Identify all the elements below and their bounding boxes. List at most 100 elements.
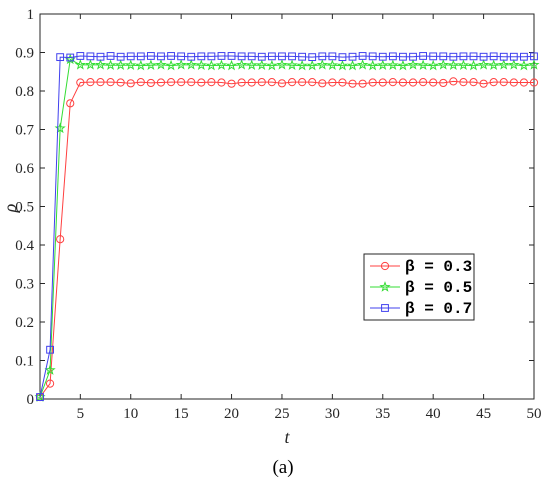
circle-marker	[166, 78, 176, 87]
y-tick-label: 0	[27, 392, 35, 408]
y-tick-label: 0.9	[15, 46, 34, 62]
star-marker	[336, 59, 349, 71]
circle-marker	[187, 78, 196, 87]
square-marker	[56, 53, 65, 62]
star-marker	[397, 59, 409, 71]
circle-marker	[318, 79, 327, 88]
circle-marker	[56, 235, 65, 244]
star-marker	[215, 59, 228, 70]
circle-marker	[368, 78, 377, 87]
series-layer	[34, 52, 540, 402]
square-marker	[509, 52, 518, 61]
square-marker	[157, 52, 165, 61]
square-marker	[46, 345, 54, 354]
square-marker	[479, 52, 488, 61]
star-marker	[357, 58, 369, 70]
square-marker	[187, 52, 196, 61]
star-marker	[427, 59, 439, 71]
square-marker	[439, 52, 448, 61]
square-marker	[86, 52, 95, 61]
circle-marker	[45, 379, 55, 388]
y-axis-label: ρ	[0, 203, 20, 213]
square-marker	[499, 52, 508, 61]
circle-marker	[76, 78, 85, 87]
circle-marker	[358, 79, 367, 88]
star-marker	[115, 59, 127, 70]
legend-label: β = 0.5	[405, 279, 472, 297]
square-marker	[378, 52, 387, 61]
x-tick-label: 25	[274, 406, 289, 422]
square-marker	[76, 52, 85, 60]
x-tick-label: 45	[476, 406, 491, 422]
star-marker	[447, 59, 459, 70]
y-tick-label: 1	[27, 7, 35, 23]
star-marker	[457, 59, 470, 70]
square-marker	[267, 52, 276, 61]
square-marker	[381, 304, 389, 312]
y-tick-label: 0.2	[15, 315, 34, 331]
star-marker	[379, 281, 391, 292]
square-marker	[177, 52, 186, 61]
star-marker	[498, 58, 510, 70]
circle-marker	[499, 78, 508, 87]
circle-marker	[459, 78, 468, 87]
square-marker	[449, 52, 458, 61]
star-marker	[125, 59, 137, 70]
circle-marker	[298, 78, 307, 87]
star-marker	[155, 58, 167, 70]
circle-marker	[237, 78, 246, 87]
star-marker	[104, 59, 117, 70]
circle-marker	[328, 78, 337, 87]
plot-area	[39, 13, 535, 400]
square-marker	[146, 52, 155, 60]
circle-marker	[86, 78, 95, 87]
circle-marker	[136, 78, 145, 87]
y-tick-label: 0.8	[15, 84, 34, 100]
circle-marker	[479, 79, 488, 88]
star-marker	[518, 59, 530, 71]
legend-item: β = 0.5	[370, 279, 472, 297]
circle-marker	[308, 78, 317, 87]
circle-marker	[529, 78, 539, 87]
circle-marker	[338, 78, 347, 87]
square-marker	[136, 52, 145, 61]
square-marker	[489, 52, 498, 61]
figure-caption: (a)	[272, 457, 293, 478]
x-tick-label: 15	[174, 406, 189, 422]
star-marker	[54, 122, 66, 134]
circle-marker	[177, 78, 186, 87]
circle-marker	[227, 79, 236, 88]
circle-marker	[197, 78, 206, 87]
star-marker	[417, 59, 429, 70]
circle-marker	[408, 78, 418, 87]
square-marker	[469, 52, 478, 61]
square-marker	[237, 52, 246, 61]
square-marker	[328, 52, 337, 61]
star-marker	[195, 59, 207, 70]
star-marker	[266, 59, 278, 71]
star-marker	[528, 58, 540, 70]
square-marker	[388, 52, 397, 61]
circle-marker	[96, 78, 105, 87]
x-tick-label: 40	[426, 406, 441, 422]
square-marker	[338, 53, 347, 62]
star-marker	[44, 364, 56, 375]
square-marker	[318, 52, 327, 61]
star-marker	[74, 58, 86, 70]
circle-marker	[378, 78, 387, 87]
circle-marker	[388, 78, 397, 87]
square-marker	[106, 52, 115, 60]
square-marker	[288, 52, 296, 61]
square-marker	[167, 52, 175, 60]
star-marker	[488, 59, 500, 70]
square-marker	[358, 52, 367, 60]
square-marker	[368, 52, 377, 61]
square-marker	[308, 53, 317, 62]
square-marker	[520, 52, 528, 61]
circle-marker	[449, 77, 458, 86]
circle-marker	[348, 79, 357, 88]
y-tick-label: 0.7	[15, 123, 34, 139]
square-marker	[459, 52, 468, 61]
square-marker	[419, 52, 428, 60]
